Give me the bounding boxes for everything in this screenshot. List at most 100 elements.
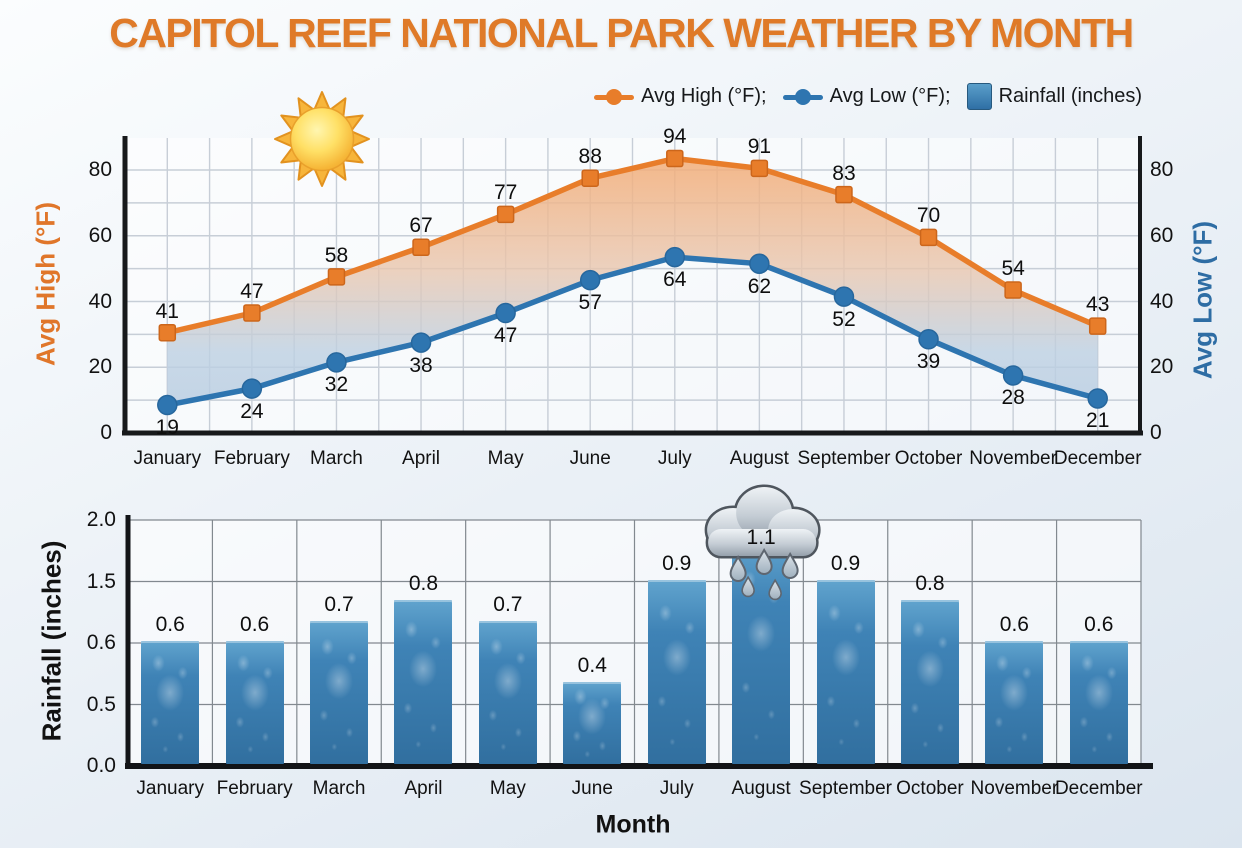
temp-month-label: March	[310, 448, 363, 469]
rain-month-label: March	[312, 778, 366, 799]
avg-high-value: 67	[409, 214, 433, 238]
legend-item-3: Rainfall (inches)	[966, 83, 1142, 110]
rainfall-bar-may	[478, 620, 537, 764]
rainfall-bar-november	[985, 641, 1044, 764]
avg-high-value: 91	[747, 135, 772, 159]
avg-high-value: 47	[240, 280, 264, 303]
avg-high-value: 83	[832, 161, 856, 185]
rainfall-value: 0.6	[155, 613, 185, 636]
legend-item-2: Avg Low (°F);	[782, 85, 951, 108]
avg-high-value: 43	[1086, 293, 1110, 317]
temp-ytick-left: 40	[88, 289, 112, 313]
rain-month-label: May	[489, 778, 526, 799]
avg-low-axis-label: Avg Low (°F)	[1187, 220, 1218, 380]
avg-low-value: 19	[155, 416, 179, 440]
rainfall-bar-january	[141, 641, 200, 764]
temp-ytick-left: 20	[88, 355, 112, 379]
avg-low-value: 39	[916, 350, 941, 374]
avg-high-legend-icon	[594, 88, 635, 106]
avg-low-value: 52	[832, 307, 856, 331]
rainfall-value: 0.7	[324, 592, 354, 616]
legend-label: Rainfall (inches)	[998, 85, 1142, 107]
temp-month-label: October	[894, 448, 963, 469]
temp-ytick-left: 80	[88, 158, 112, 181]
rainfall-value: 0.8	[915, 572, 945, 595]
avg-low-value: 57	[578, 291, 602, 315]
month-axis-title: Month	[595, 810, 671, 839]
rainfall-value: 0.7	[493, 592, 523, 616]
rainfall-value: 0.4	[577, 654, 607, 677]
temp-month-label: June	[569, 448, 611, 469]
rain-month-label: July	[659, 778, 694, 799]
rainfall-value: 0.9	[830, 551, 861, 575]
temp-ytick-right: 80	[1150, 158, 1174, 181]
avg-high-value: 77	[493, 181, 518, 205]
rainfall-value: 0.8	[408, 572, 439, 595]
rainfall-value: 0.6	[999, 613, 1029, 636]
rainfall-bar-december	[1069, 641, 1128, 764]
page-title: CAPITOL REEF NATIONAL PARK WEATHER BY MO…	[109, 10, 1134, 56]
sun-icon	[274, 91, 370, 187]
rain-month-label: January	[136, 778, 205, 799]
rainfall-axis-label: Rainfall (inches)	[36, 540, 67, 742]
temp-month-label: May	[487, 448, 524, 469]
rain-ytick: 0.5	[86, 692, 116, 716]
temp-month-label: November	[969, 448, 1057, 469]
avg-low-legend-icon	[782, 88, 823, 106]
rain-month-label: April	[404, 778, 443, 799]
rain-month-label: August	[731, 778, 791, 799]
avg-low-value: 62	[747, 274, 772, 298]
temp-ytick-right: 0	[1150, 421, 1162, 444]
avg-high-value: 88	[578, 145, 602, 169]
rain-month-label: October	[896, 778, 964, 799]
rainfall-bar-september	[816, 579, 875, 764]
legend-dot	[794, 88, 811, 105]
legend-dot	[606, 88, 623, 105]
rain-ytick: 0.0	[86, 754, 116, 777]
rainfall-bar-august	[732, 538, 791, 764]
temp-ytick-right: 60	[1150, 223, 1174, 247]
temp-month-label: February	[213, 448, 290, 469]
temp-month-label: July	[657, 448, 692, 469]
temp-ytick-left: 0	[100, 421, 112, 444]
rainfall-bar-march	[310, 620, 369, 764]
rain-month-label: June	[571, 778, 613, 799]
legend-item-1: Avg High (°F);	[594, 85, 767, 108]
avg-high-axis-label: Avg High (°F)	[30, 202, 61, 366]
temp-ytick-left: 60	[88, 223, 112, 247]
avg-low-value: 38	[409, 353, 433, 377]
rain-ytick: 2.0	[86, 508, 116, 531]
legend: Avg High (°F); Avg Low (°F); Rainfall (inc…	[594, 83, 1142, 110]
avg-low-value: 24	[240, 399, 264, 423]
rainfall-bar-july	[647, 579, 706, 764]
avg-low-value: 28	[1001, 386, 1025, 410]
temp-ytick-right: 40	[1150, 289, 1174, 313]
avg-high-value: 58	[324, 243, 349, 267]
rain-month-label: February	[216, 778, 293, 799]
avg-high-value: 94	[663, 125, 687, 149]
rain-ytick: 0.6	[86, 631, 116, 654]
temp-month-label: April	[402, 448, 441, 469]
rain-month-label: December	[1054, 778, 1143, 799]
rainfall-legend-icon	[966, 83, 992, 110]
rain-month-label: September	[799, 778, 893, 799]
rainfall-value: 0.6	[1084, 613, 1114, 636]
avg-low-value: 32	[324, 373, 349, 397]
temp-month-label: January	[133, 448, 202, 469]
legend-label: Avg Low (°F);	[829, 85, 951, 107]
temp-month-label: December	[1053, 448, 1142, 469]
temp-ytick-right: 20	[1150, 355, 1174, 379]
legend-label: Avg High (°F);	[641, 85, 767, 107]
avg-high-value: 41	[155, 299, 179, 323]
rainfall-bar-april	[394, 600, 453, 764]
rain-month-label: November	[970, 778, 1059, 799]
rainfall-bar-june	[563, 682, 622, 764]
avg-low-value: 47	[493, 324, 518, 347]
avg-high-value: 70	[916, 204, 941, 228]
avg-high-value: 54	[1001, 256, 1025, 280]
rainfall-value: 0.6	[240, 613, 270, 636]
rainfall-bar-february	[225, 641, 284, 764]
avg-low-value: 21	[1086, 409, 1110, 433]
avg-low-value: 64	[663, 268, 687, 292]
